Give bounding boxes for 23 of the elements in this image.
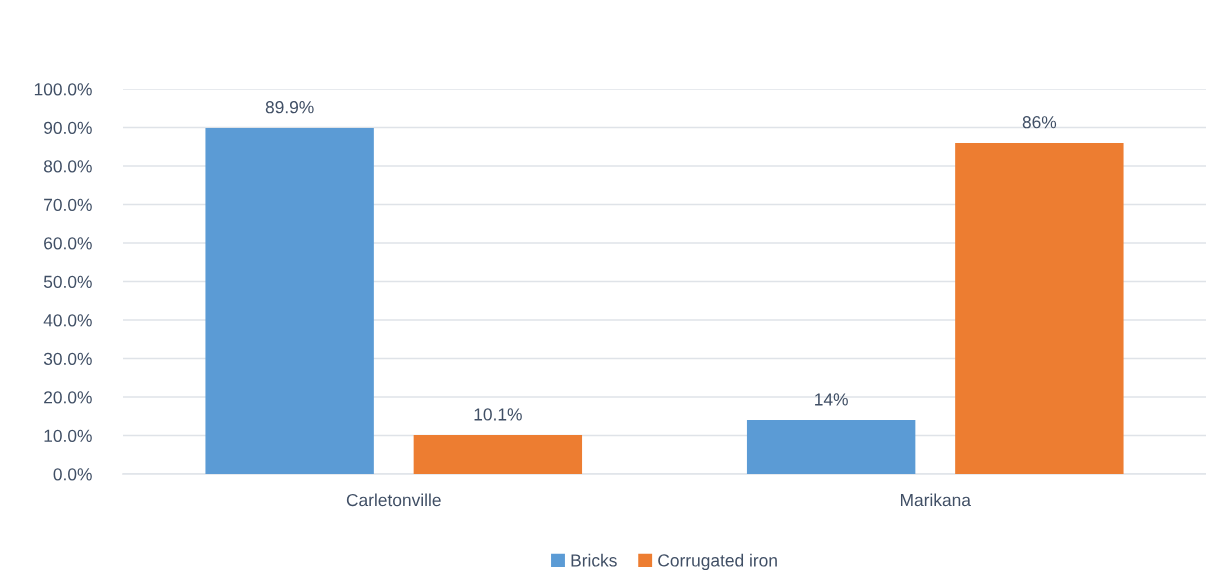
y-tick-label: 90.0% bbox=[44, 121, 92, 134]
y-tick-label: 30.0% bbox=[43, 352, 92, 365]
y-tick-label: 100.0% bbox=[34, 83, 92, 96]
bar bbox=[746, 420, 916, 474]
data-label: 86% bbox=[1022, 116, 1057, 129]
bar bbox=[955, 142, 1124, 474]
data-label: 10.1% bbox=[474, 408, 522, 421]
y-tick-label: 50.0% bbox=[43, 275, 92, 288]
y-tick-label: 60.0% bbox=[44, 237, 92, 250]
bar bbox=[205, 127, 374, 474]
x-tick-label: Marikana bbox=[900, 493, 971, 507]
legend-label: Bricks bbox=[571, 553, 617, 567]
legend-label: Corrugated iron bbox=[658, 553, 777, 571]
y-tick-label: 0.0% bbox=[53, 468, 92, 481]
bar bbox=[413, 435, 583, 474]
y-tick-label: 80.0% bbox=[43, 160, 92, 173]
x-tick-label: Carletonville bbox=[346, 493, 441, 507]
data-label: 89.9% bbox=[265, 101, 314, 114]
data-label: 14% bbox=[815, 393, 848, 406]
y-tick-label: 70.0% bbox=[44, 198, 92, 211]
y-tick-label: 10.0% bbox=[44, 429, 92, 442]
y-tick-label: 20.0% bbox=[44, 391, 92, 404]
y-tick-label: 40.0% bbox=[43, 314, 92, 327]
